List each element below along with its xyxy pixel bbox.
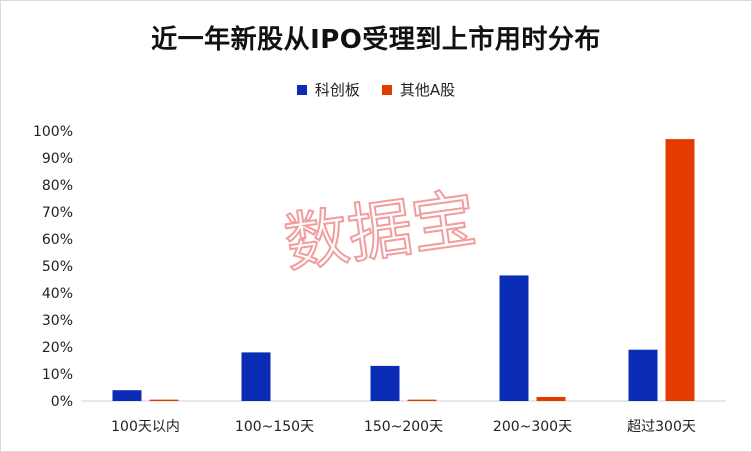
legend-swatch-series-2 <box>381 84 392 95</box>
legend-swatch-series-1 <box>296 84 307 95</box>
legend: 科创板 其他A股 <box>1 79 751 100</box>
x-category-label: 100~150天 <box>235 419 314 435</box>
x-category-label: 150~200天 <box>364 419 443 435</box>
y-tick-label: 0% <box>51 394 73 410</box>
y-tick-label: 10% <box>42 367 73 383</box>
bar-series-1-cat-3 <box>370 365 400 401</box>
y-tick-label: 30% <box>42 313 73 329</box>
legend-item-series-1: 科创板 <box>296 79 360 100</box>
label-layer: 100天以内 100~150天 150~200天 200~300天 超过300天 <box>111 419 696 435</box>
bar-series-2-cat-4 <box>536 396 566 401</box>
y-tick-label: 100% <box>33 124 73 140</box>
x-category-label: 200~300天 <box>493 419 572 435</box>
legend-label-series-1: 科创板 <box>314 81 360 99</box>
x-category-label: 100天以内 <box>111 419 180 435</box>
y-tick-label: 40% <box>42 286 73 302</box>
bar-series-2-cat-1 <box>149 399 179 401</box>
bar-layer <box>112 139 695 401</box>
watermark-text: 数据宝 <box>280 182 480 282</box>
bar-series-1-cat-2 <box>241 352 271 401</box>
y-tick-label: 20% <box>42 340 73 356</box>
y-tick-label: 80% <box>42 178 73 194</box>
chart-title: 近一年新股从IPO受理到上市用时分布 <box>151 25 601 55</box>
axis-layer: 0% 10% 20% 30% 40% 50% 60% 70% 80% 90% 100% <box>33 124 726 410</box>
bar-series-1-cat-5 <box>628 349 658 401</box>
y-tick-label: 90% <box>42 151 73 167</box>
legend-label-series-2: 其他A股 <box>399 81 456 99</box>
bar-series-2-cat-3 <box>407 399 437 401</box>
bar-series-1-cat-1 <box>112 390 142 401</box>
bar-series-2-cat-5 <box>665 139 695 401</box>
y-tick-label: 70% <box>42 205 73 221</box>
x-category-label: 超过300天 <box>627 419 696 435</box>
bar-series-1-cat-4 <box>499 275 529 401</box>
y-tick-label: 60% <box>42 232 73 248</box>
legend-item-series-2: 其他A股 <box>381 79 456 100</box>
y-tick-label: 50% <box>42 259 73 275</box>
